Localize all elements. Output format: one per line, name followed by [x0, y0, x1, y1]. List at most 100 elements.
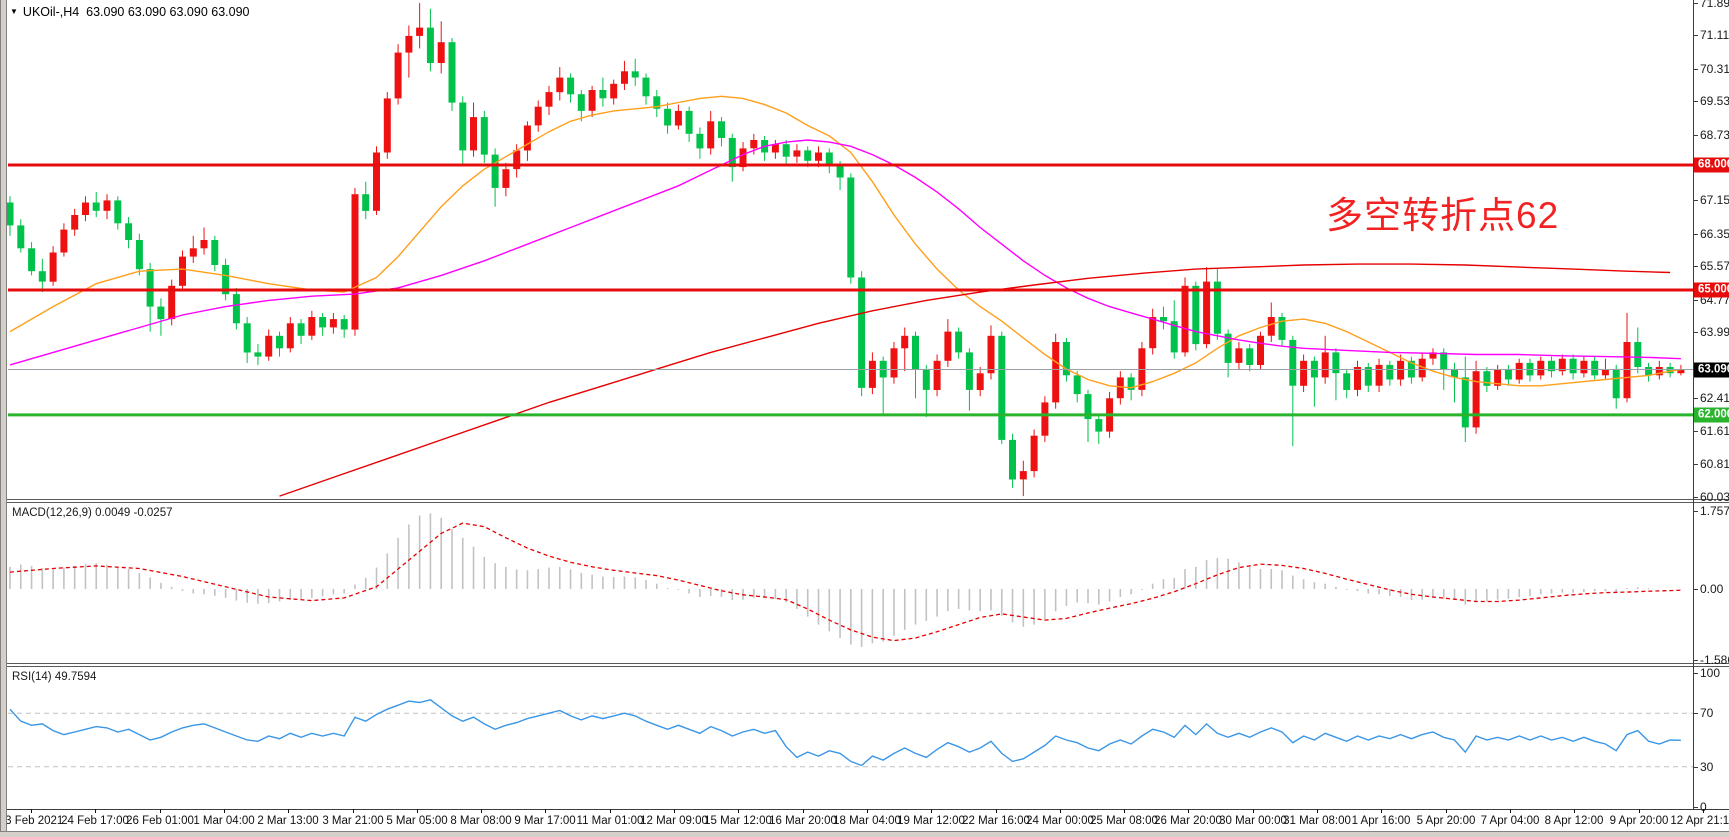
candle-body [976, 373, 984, 390]
ma-fast-orange[interactable] [9, 95, 1682, 389]
candle-body [1537, 360, 1545, 376]
symbol-timeframe-label: UKOil-,H4 [22, 5, 80, 19]
price-badge-62.000: 62.000 [1694, 407, 1729, 423]
ma-mid-magenta[interactable] [9, 139, 1681, 366]
candle-body [232, 294, 240, 324]
panel-separator[interactable] [0, 499, 1729, 503]
candle-body [1612, 369, 1620, 399]
candle-body [189, 248, 197, 257]
rsi-panel-canvas[interactable] [0, 667, 1729, 809]
candle-body [793, 150, 801, 157]
candle-body [771, 144, 779, 153]
candle-body [437, 42, 445, 63]
candle-body [890, 348, 898, 378]
candle-body [1052, 342, 1060, 403]
candle-body [1429, 352, 1437, 359]
price-axis-label: 61.610 [1700, 424, 1729, 438]
time-axis-label: 5 Mar 05:00 [386, 815, 448, 827]
candle-body [1116, 377, 1124, 399]
macd-signal-value: -0.0257 [133, 507, 173, 519]
time-axis-label: 8 Mar 08:00 [450, 815, 512, 827]
candle-body [577, 94, 585, 111]
ma-slow-red[interactable] [279, 263, 1671, 497]
candle-body [405, 35, 413, 53]
candle-body [1515, 362, 1523, 380]
candle-body [362, 194, 370, 211]
candle-body [1461, 377, 1469, 428]
rsi-axis-label: 30 [1700, 760, 1714, 774]
candle-body [1224, 333, 1232, 363]
candle-body [1095, 419, 1103, 432]
time-axis-tick [353, 809, 354, 813]
macd-axis-label: -1.5867 [1700, 653, 1729, 667]
macd-axis-tick [1693, 511, 1698, 512]
price-axis-tick [1693, 431, 1698, 432]
macd-axis-label: 1.7579 [1700, 504, 1729, 518]
candle-body [1127, 377, 1135, 390]
time-axis-label: 1 Mar 04:00 [193, 815, 255, 827]
candle-body [1364, 367, 1372, 386]
candle-body [394, 52, 402, 99]
time-axis-tick [1381, 809, 1382, 813]
candle-body [588, 90, 596, 111]
candle-body [901, 335, 909, 349]
time-axis-tick [1446, 809, 1447, 813]
candle-body [28, 248, 36, 272]
candle-body [92, 202, 100, 211]
candle-body [1084, 394, 1092, 420]
candle-body [6, 202, 14, 226]
candle-body [351, 194, 359, 330]
time-axis-tick [160, 809, 161, 813]
candle-body [1440, 352, 1448, 370]
time-axis-label: 22 Mar 16:00 [962, 815, 1030, 827]
time-axis-tick [610, 809, 611, 813]
time-scale-border [0, 809, 1729, 810]
candle-body [1009, 439, 1016, 480]
candle-body [1149, 317, 1157, 349]
candle-body [265, 335, 273, 357]
candle-body [1257, 335, 1264, 365]
time-axis-label: 30 Mar 00:00 [1219, 815, 1287, 827]
chart-annotation-text[interactable]: 多空转折点62 [1326, 195, 1560, 236]
time-axis-tick [481, 809, 482, 813]
candle-body [718, 121, 725, 138]
time-axis-label: 18 Mar 04:00 [833, 815, 901, 827]
time-axis-label: 9 Mar 17:00 [514, 815, 576, 827]
price-chart-canvas[interactable] [0, 0, 1729, 499]
time-axis-label: 9 Apr 20:00 [1609, 815, 1669, 827]
candle-body [858, 277, 866, 388]
window-bottom-border [0, 831, 1729, 837]
candle-body [1451, 369, 1458, 378]
time-axis-tick [1574, 809, 1575, 813]
candle-body [1073, 375, 1081, 395]
candle-body [1289, 339, 1297, 386]
price-axis-label: 67.150 [1700, 193, 1729, 207]
time-axis-tick [867, 809, 868, 813]
candle-body [373, 152, 380, 211]
candle-body [1267, 317, 1275, 336]
candle-body [82, 202, 89, 215]
candle-body [211, 240, 219, 265]
price-axis-tick [1693, 398, 1698, 399]
time-axis-label: 26 Mar 20:00 [1154, 815, 1222, 827]
candle-body [383, 98, 391, 153]
macd-signal-line [9, 522, 1681, 642]
candle-body [1591, 360, 1599, 376]
price-axis-tick [1693, 300, 1698, 301]
price-axis-label: 71.890 [1700, 0, 1729, 10]
symbol-dropdown-icon[interactable]: ▼ [10, 7, 18, 16]
panel-separator[interactable] [0, 663, 1729, 667]
candle-body [836, 165, 844, 178]
candle-body [1375, 364, 1383, 386]
window-left-border [6, 0, 7, 837]
candle-body [1483, 371, 1491, 386]
price-badge-65.000: 65.000 [1694, 282, 1729, 298]
candle-body [157, 306, 165, 320]
macd-axis-tick [1693, 660, 1698, 661]
candle-body [912, 335, 919, 370]
macd-panel-canvas[interactable] [0, 503, 1729, 663]
price-axis-tick [1693, 497, 1698, 498]
time-axis-label: 26 Feb 01:00 [126, 815, 194, 827]
candle-body [17, 225, 25, 249]
candle-body [38, 271, 46, 282]
